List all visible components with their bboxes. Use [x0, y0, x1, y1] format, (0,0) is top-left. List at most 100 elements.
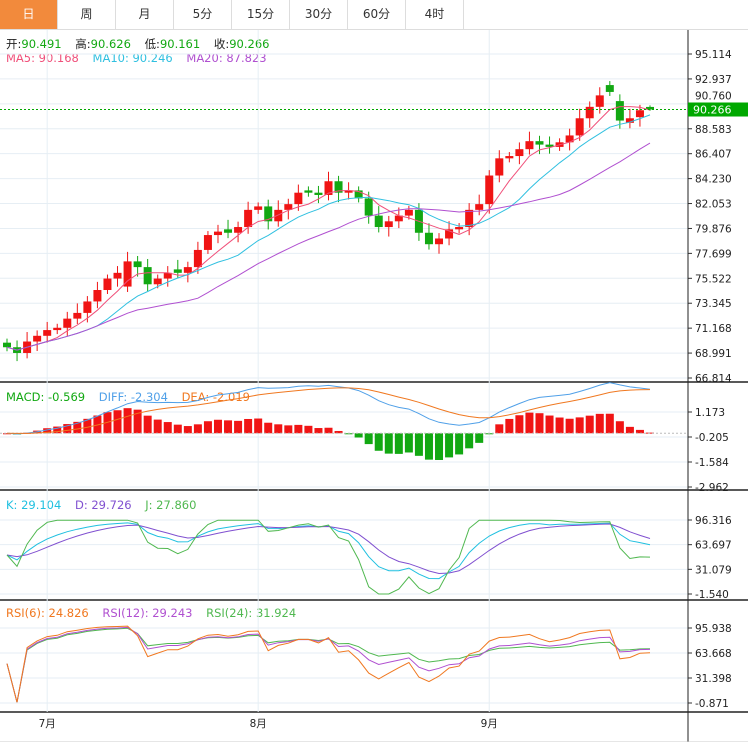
- candle-body: [244, 209, 253, 228]
- macd-bar: [234, 420, 243, 434]
- macd-bar: [354, 433, 363, 438]
- candle: [635, 104, 644, 127]
- tab-5[interactable]: 30分: [290, 0, 348, 29]
- axis-label: 73.345: [695, 298, 732, 310]
- candle-body: [646, 106, 654, 110]
- candle: [234, 221, 243, 243]
- macd-bar: [615, 421, 624, 434]
- macd-bar: [53, 426, 62, 434]
- candle-body: [374, 215, 383, 228]
- candle: [163, 266, 172, 287]
- candle-body: [264, 206, 273, 222]
- macd-bar: [565, 418, 574, 434]
- candle-body: [143, 267, 152, 285]
- close-value: 90.266: [229, 37, 270, 51]
- candle: [595, 87, 604, 114]
- candle: [364, 191, 373, 224]
- tab-7[interactable]: 4时: [406, 0, 464, 29]
- candle: [224, 219, 233, 239]
- macd-bar: [414, 433, 423, 456]
- candle-body: [475, 204, 484, 210]
- tab-0[interactable]: 日: [0, 0, 58, 29]
- x-axis-label: 8月: [250, 718, 267, 730]
- candle: [545, 136, 554, 154]
- macd-bar: [133, 409, 142, 434]
- candle: [505, 152, 514, 163]
- macd-bar: [163, 422, 172, 434]
- tab-3[interactable]: 5分: [174, 0, 232, 29]
- candle-body: [284, 204, 293, 210]
- axis-label: -1.540: [695, 589, 729, 601]
- candle-body: [83, 301, 92, 313]
- macd-bar: [635, 429, 644, 434]
- macd-bar: [465, 433, 474, 449]
- candle-body: [63, 318, 72, 328]
- axis-label: -2.962: [695, 482, 729, 494]
- candle-body: [344, 190, 353, 193]
- axis-label: -0.205: [695, 432, 729, 444]
- candle-body: [535, 141, 544, 145]
- axis-label: 79.876: [695, 223, 732, 235]
- candle-body: [334, 181, 343, 193]
- kdj-legend: K: 29.104 D: 29.726 J: 27.860: [6, 498, 206, 512]
- candle-body: [153, 278, 162, 285]
- dea-line: [6, 387, 651, 434]
- rsi24-value: RSI(24): 31.924: [206, 606, 297, 620]
- candle: [43, 321, 52, 343]
- axis-label: 88.583: [695, 124, 732, 136]
- current-price-value: 90.266: [693, 104, 732, 117]
- candle-body: [435, 238, 444, 245]
- tab-6[interactable]: 60分: [348, 0, 406, 29]
- candle: [143, 258, 152, 292]
- axis-label: 66.814: [695, 373, 732, 385]
- axis-label: 68.991: [695, 348, 732, 360]
- macd-bar: [424, 433, 433, 460]
- candle-body: [595, 95, 604, 107]
- candle: [485, 170, 494, 214]
- candle: [93, 281, 102, 309]
- candle: [254, 202, 263, 214]
- j-line: [6, 519, 651, 595]
- candle: [384, 215, 393, 237]
- candle-body: [113, 272, 122, 279]
- macd-bar: [314, 428, 323, 434]
- macd-bar: [334, 430, 343, 434]
- macd-bar: [83, 418, 92, 434]
- candle: [374, 206, 383, 233]
- axis-label: 63.668: [695, 648, 732, 660]
- candle-body: [314, 192, 323, 195]
- rsi12-value: RSI(12): 29.243: [102, 606, 193, 620]
- candle-body: [213, 231, 222, 236]
- candle-body: [565, 135, 574, 143]
- diff-value: DIFF: -2.304: [98, 390, 168, 404]
- macd-bar: [324, 427, 333, 434]
- candle: [625, 108, 634, 129]
- macd-bar: [183, 426, 192, 434]
- tab-4[interactable]: 15分: [232, 0, 290, 29]
- candle: [133, 256, 142, 277]
- candle-body: [625, 118, 634, 123]
- axis-label: 75.522: [695, 273, 732, 285]
- candle-body: [163, 272, 172, 279]
- candle-body: [575, 118, 584, 136]
- low-value: 90.161: [159, 37, 201, 51]
- macd-bar: [515, 415, 524, 434]
- ma10-line: [6, 114, 651, 351]
- macd-bar: [43, 428, 52, 434]
- candle-body: [173, 269, 182, 273]
- macd-bar: [384, 433, 393, 454]
- macd-bar: [575, 417, 584, 434]
- candle-body: [123, 261, 132, 287]
- candle: [13, 340, 22, 362]
- candle: [284, 198, 293, 220]
- ohlc-legend: 开:90.491 高:90.626 低:90.161 收:90.266: [6, 36, 279, 52]
- candle: [615, 94, 624, 129]
- candle-body: [324, 181, 333, 195]
- ma20-line: [6, 142, 651, 351]
- tab-1[interactable]: 周: [58, 0, 116, 29]
- d-line: [6, 523, 651, 575]
- tab-2[interactable]: 月: [116, 0, 174, 29]
- macd-bar: [73, 421, 82, 434]
- k-line: [6, 522, 651, 580]
